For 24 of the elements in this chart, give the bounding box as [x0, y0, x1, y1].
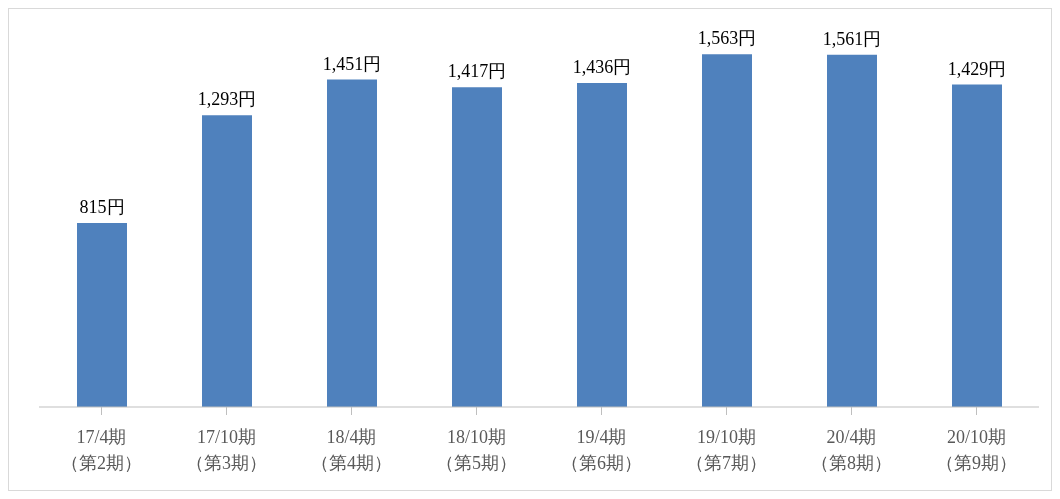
x-tick-label: 20/10期（第9期）: [936, 427, 1017, 473]
data-label: 1,429円: [947, 58, 1007, 79]
x-tick-label: 17/10期（第3期）: [186, 427, 267, 473]
bar: [702, 54, 752, 407]
bar: [577, 82, 627, 407]
bar: [952, 84, 1002, 407]
x-tick-label: 18/10期（第5期）: [436, 427, 517, 473]
x-tick-label: 20/4期（第8期）: [811, 427, 892, 473]
bar: [452, 87, 502, 407]
data-label: 1,436円: [572, 56, 632, 77]
bar: [327, 79, 377, 407]
x-tick-label: 19/4期（第6期）: [561, 427, 642, 473]
data-label: 1,417円: [447, 61, 507, 82]
bar: [202, 115, 252, 407]
data-label: 1,451円: [322, 53, 382, 74]
x-tick-label: 18/4期（第4期）: [311, 427, 392, 473]
data-label: 1,561円: [822, 28, 882, 49]
bar: [77, 223, 127, 407]
bar: [827, 54, 877, 407]
data-label: 1,563円: [697, 28, 757, 49]
data-label: 815円: [79, 197, 125, 218]
data-label: 1,293円: [197, 89, 257, 110]
x-tick-label: 19/10期（第7期）: [686, 427, 767, 473]
x-tick-label: 17/4期（第2期）: [61, 427, 142, 473]
